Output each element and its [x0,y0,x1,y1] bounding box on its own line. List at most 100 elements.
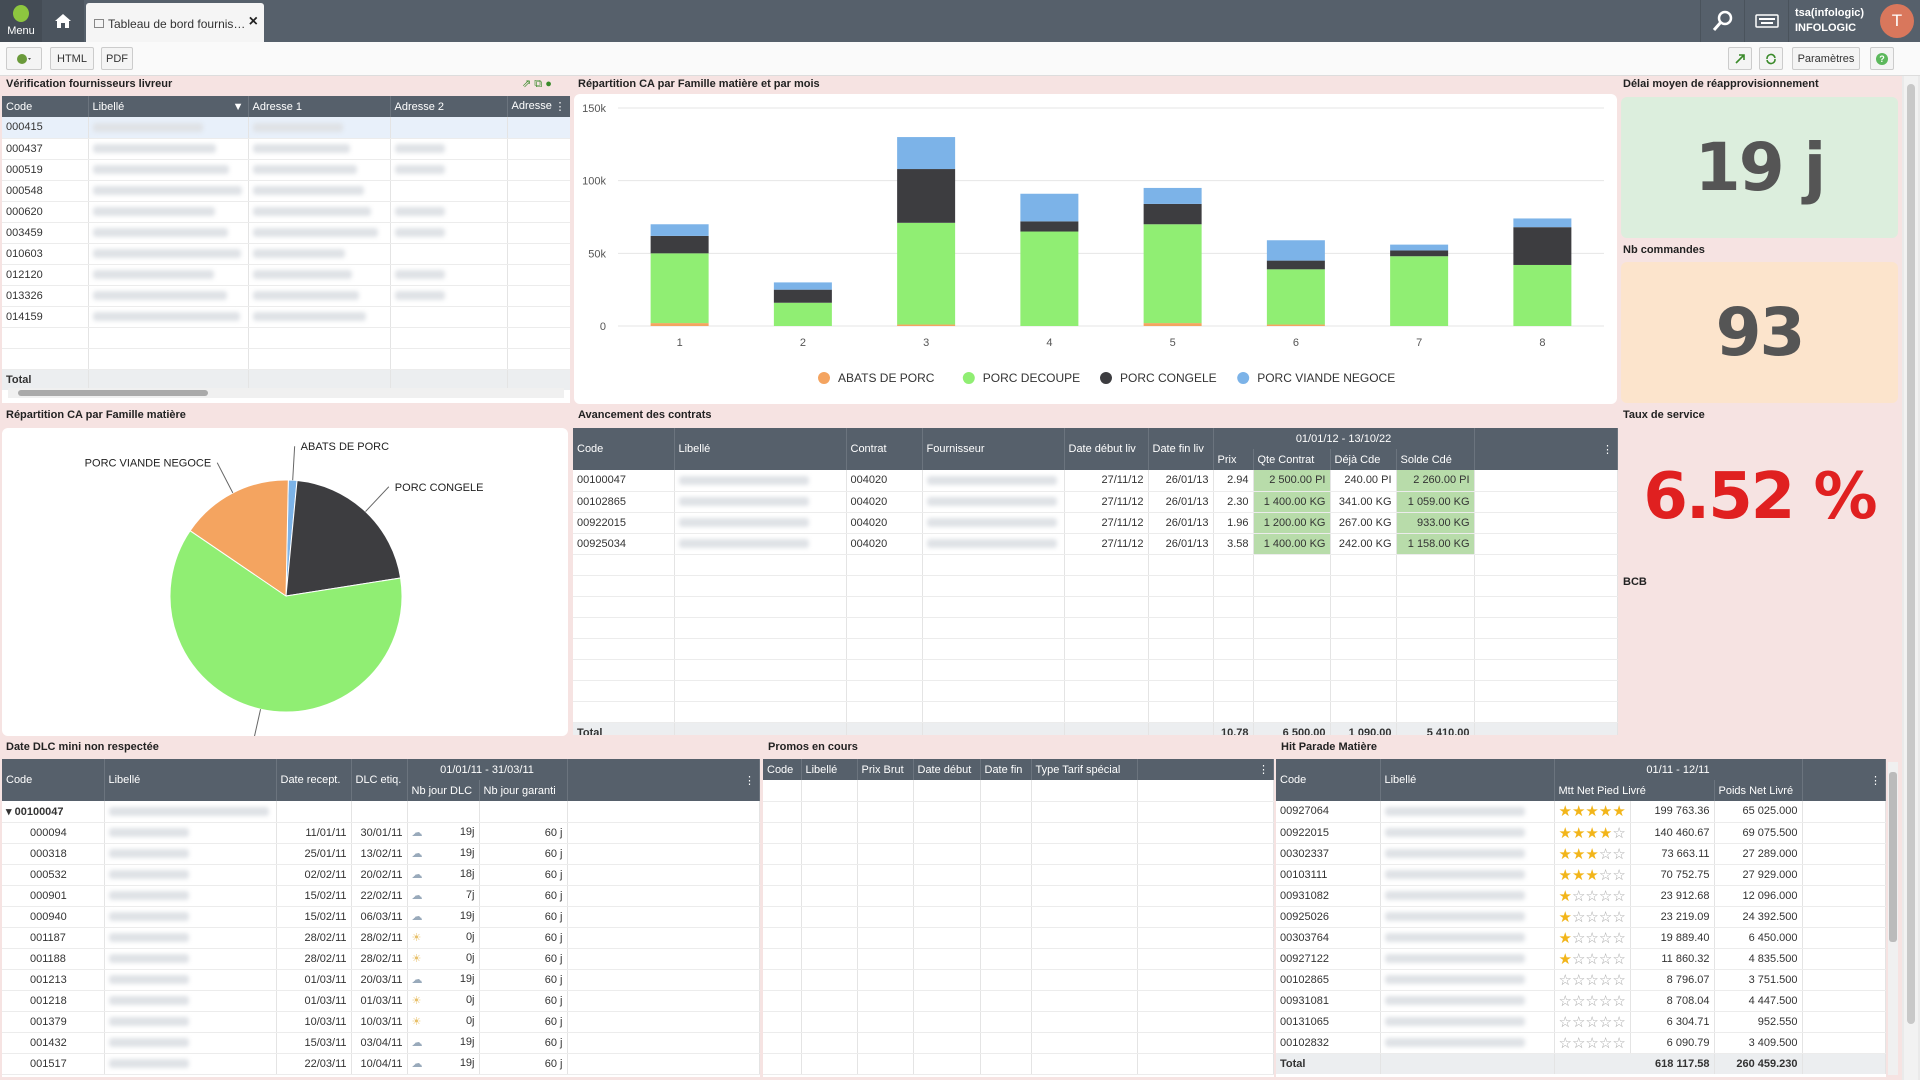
chevron-down-icon[interactable]: ▾ [6,805,12,818]
table-row[interactable]: 001218 01/03/11 01/03/11 ☀ 0j 60 j [2,990,760,1012]
bar-segment[interactable] [1513,218,1572,228]
table-row[interactable]: 00925034 004020 27/11/12 26/01/13 3.58 1 400.… [573,533,1618,555]
col-date-recept[interactable]: Date recept. [276,759,352,801]
search-button[interactable] [1700,0,1744,42]
table-row[interactable]: 00302337 ★★★☆☆ 73 663.11 27 289.000 [1276,843,1886,865]
bar-segment[interactable] [650,224,709,236]
table-row[interactable]: 013326 [2,285,570,307]
table-row[interactable]: 00927122 ★☆☆☆☆ 11 860.32 4 835.500 [1276,948,1886,970]
col-libelle[interactable]: Libellé [801,759,858,780]
pointer-menu-button[interactable] [6,47,42,70]
col-libelle[interactable]: Libellé [1380,759,1555,801]
table-row[interactable]: 000940 15/02/11 06/03/11 ☁ 19j 60 j [2,906,760,928]
table-row[interactable]: 000437 [2,138,570,160]
col-dlc-etiq[interactable]: DLC etiq. [351,759,408,801]
table-row[interactable]: 001187 28/02/11 28/02/11 ☀ 0j 60 j [2,927,760,949]
bar-segment[interactable] [1513,227,1572,265]
table-row[interactable]: 000901 15/02/11 22/02/11 ☁ 7j 60 j [2,885,760,907]
table-row[interactable]: 00303764 ★☆☆☆☆ 19 889.40 6 450.000 [1276,927,1886,949]
refresh-button[interactable] [1759,47,1783,70]
col-libelle[interactable]: Libellé [674,428,847,470]
bar-segment[interactable] [1513,264,1572,326]
bar-segment[interactable] [650,235,709,254]
table-row[interactable]: 00102832 ☆☆☆☆☆ 6 090.79 3 409.500 [1276,1032,1886,1054]
bar-segment[interactable] [897,222,956,325]
filter-icon[interactable]: ▼ [232,100,244,113]
legend-item[interactable]: PORC CONGELE [1100,371,1217,385]
bar-segment[interactable] [773,289,832,303]
home-button[interactable] [42,0,84,42]
avatar[interactable]: T [1880,4,1914,38]
table-row[interactable]: 001432 15/03/11 03/04/11 ☁ 19j 60 j [2,1032,760,1054]
refresh-icon[interactable]: ● [545,78,552,90]
col-adresse1[interactable]: Adresse 1 [248,96,391,117]
table-row[interactable]: 00927064 ★★★★★ 199 763.36 65 025.000 [1276,801,1886,823]
vertical-scrollbar[interactable] [1888,762,1898,1075]
bar-segment[interactable] [1266,260,1325,270]
legend-item[interactable]: ABATS DE PORC [818,371,935,385]
legend-item[interactable]: PORC DECOUPE [962,371,1080,385]
col-prix[interactable]: Prix [1213,449,1254,470]
table-row[interactable]: 00102865 ☆☆☆☆☆ 8 796.07 3 751.500 [1276,969,1886,991]
bar-segment[interactable] [1390,250,1449,257]
bar-segment[interactable] [773,282,832,290]
col-solde-cde[interactable]: Solde Cdé [1396,449,1475,470]
close-tab-icon[interactable]: × [248,13,258,30]
table-row[interactable]: 00925026 ★☆☆☆☆ 23 219.09 24 392.500 [1276,906,1886,928]
bar-segment[interactable] [1020,221,1079,232]
html-button[interactable]: HTML [50,47,94,70]
bar-segment[interactable] [1266,240,1325,261]
export-icon[interactable]: ⇗ [522,78,532,90]
pie-slice[interactable] [285,479,402,597]
col-code[interactable]: Code [573,428,675,470]
table-row[interactable]: 001379 10/03/11 10/03/11 ☀ 0j 60 j [2,1011,760,1033]
table-row[interactable]: 00103111 ★★★☆☆ 70 752.75 27 929.000 [1276,864,1886,886]
pie-slice[interactable] [169,529,403,713]
table-row[interactable]: 00100047 004020 27/11/12 26/01/13 2.94 2 500.… [573,470,1618,492]
col-date-debut[interactable]: Date début liv [1064,428,1149,470]
menu-button[interactable]: Menu [0,0,42,42]
col-contrat[interactable]: Contrat [846,428,923,470]
col-date-fin[interactable]: Date fin [980,759,1032,780]
export-button[interactable] [1728,47,1752,70]
bar-segment[interactable] [897,324,956,326]
table-row[interactable]: 00922015 004020 27/11/12 26/01/13 1.96 1 200.… [573,512,1618,534]
table-row[interactable]: 00131065 ☆☆☆☆☆ 6 304.71 952.550 [1276,1011,1886,1033]
bar-segment[interactable] [1390,256,1449,326]
table-row[interactable]: 00102865 004020 27/11/12 26/01/13 2.30 1 400.… [573,491,1618,513]
col-code[interactable]: Code [2,96,89,117]
bar-segment[interactable] [1266,324,1325,326]
table-row[interactable]: 001213 01/03/11 20/03/11 ☁ 19j 60 j [2,969,760,991]
table-row[interactable]: 001188 28/02/11 28/02/11 ☀ 0j 60 j [2,948,760,970]
help-button[interactable]: ? [1870,47,1894,70]
scrollbar-thumb[interactable] [18,390,208,396]
table-row[interactable]: 001517 22/03/11 10/04/11 ☁ 19j 60 j [2,1053,760,1075]
horizontal-scrollbar[interactable] [8,388,564,398]
table-row[interactable]: 00931082 ★☆☆☆☆ 23 912.68 12 096.000 [1276,885,1886,907]
bar-segment[interactable] [1020,231,1079,326]
legend-item[interactable]: PORC VIANDE NEGOCE [1237,371,1395,385]
col-fournisseur[interactable]: Fournisseur [922,428,1065,470]
bar-segment[interactable] [650,253,709,324]
bar-segment[interactable] [1143,187,1202,204]
bar-segment[interactable] [1266,269,1325,325]
col-date-debut[interactable]: Date début [913,759,981,780]
right-scrollbar[interactable] [1904,76,1918,1080]
col-libelle[interactable]: Libellé [104,759,277,801]
table-row[interactable]: 00922015 ★★★★☆ 140 460.67 69 075.500 [1276,822,1886,844]
bar-segment[interactable] [1143,323,1202,326]
col-date-fin[interactable]: Date fin liv [1148,428,1214,470]
col-prix-brut[interactable]: Prix Brut [857,759,914,780]
table-row[interactable]: 012120 [2,264,570,286]
table-row[interactable]: 000620 [2,201,570,223]
pdf-button[interactable]: PDF [101,47,133,70]
tab-tableau-de-bord[interactable]: Tableau de bord fournis… × [86,3,264,42]
table-row[interactable]: 000318 25/01/11 13/02/11 ☁ 19j 60 j [2,843,760,865]
bar-segment[interactable] [1020,193,1079,222]
col-mtt-net[interactable]: Mtt Net Pied Livré [1554,780,1715,801]
column-menu-icon[interactable]: ⋮ [567,759,760,801]
table-row[interactable]: 014159 [2,306,570,328]
group-row[interactable]: ▾ 00100047 [2,801,105,823]
table-row[interactable]: 00931081 ☆☆☆☆☆ 8 708.04 4 447.500 [1276,990,1886,1012]
bar-segment[interactable] [1390,244,1449,251]
